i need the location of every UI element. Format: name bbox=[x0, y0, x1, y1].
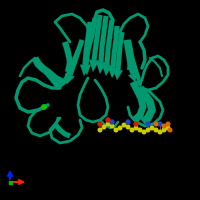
Circle shape bbox=[42, 105, 46, 109]
Polygon shape bbox=[113, 70, 123, 80]
Circle shape bbox=[122, 123, 126, 127]
Circle shape bbox=[110, 120, 114, 124]
Polygon shape bbox=[60, 78, 68, 88]
Circle shape bbox=[162, 128, 166, 132]
Polygon shape bbox=[89, 60, 99, 72]
Circle shape bbox=[150, 126, 154, 130]
Circle shape bbox=[168, 128, 172, 132]
Polygon shape bbox=[125, 39, 134, 70]
Polygon shape bbox=[124, 40, 135, 75]
Polygon shape bbox=[63, 49, 80, 81]
Polygon shape bbox=[128, 73, 138, 82]
Circle shape bbox=[166, 122, 170, 126]
Circle shape bbox=[142, 130, 146, 134]
Circle shape bbox=[166, 126, 170, 130]
Circle shape bbox=[134, 122, 138, 126]
Polygon shape bbox=[92, 15, 102, 60]
Circle shape bbox=[154, 128, 158, 132]
Circle shape bbox=[98, 122, 102, 126]
Polygon shape bbox=[53, 122, 71, 138]
Polygon shape bbox=[108, 68, 118, 78]
Circle shape bbox=[146, 122, 150, 126]
Circle shape bbox=[98, 128, 102, 132]
Circle shape bbox=[114, 128, 118, 132]
Circle shape bbox=[106, 118, 110, 122]
Polygon shape bbox=[81, 65, 91, 75]
Circle shape bbox=[130, 128, 134, 132]
Polygon shape bbox=[83, 22, 92, 65]
Circle shape bbox=[106, 122, 110, 126]
Circle shape bbox=[158, 122, 162, 126]
Polygon shape bbox=[68, 39, 84, 76]
Polygon shape bbox=[32, 56, 64, 85]
Bar bbox=[8, 180, 12, 184]
Circle shape bbox=[146, 128, 150, 132]
Circle shape bbox=[126, 120, 130, 124]
Polygon shape bbox=[102, 65, 112, 76]
Circle shape bbox=[162, 124, 166, 128]
Polygon shape bbox=[62, 41, 73, 73]
Polygon shape bbox=[128, 48, 141, 81]
Polygon shape bbox=[116, 32, 124, 70]
Polygon shape bbox=[105, 20, 114, 65]
Polygon shape bbox=[80, 65, 90, 76]
Polygon shape bbox=[99, 16, 108, 62]
Circle shape bbox=[154, 122, 158, 126]
Circle shape bbox=[158, 130, 162, 134]
Polygon shape bbox=[34, 58, 62, 90]
Polygon shape bbox=[65, 73, 75, 84]
Polygon shape bbox=[111, 26, 119, 68]
Circle shape bbox=[102, 125, 106, 129]
Polygon shape bbox=[96, 62, 106, 74]
Circle shape bbox=[138, 128, 142, 132]
Circle shape bbox=[110, 124, 114, 128]
Circle shape bbox=[118, 126, 122, 130]
Polygon shape bbox=[137, 86, 156, 125]
Polygon shape bbox=[135, 79, 143, 88]
Circle shape bbox=[134, 126, 138, 130]
Polygon shape bbox=[130, 80, 146, 122]
Circle shape bbox=[126, 125, 130, 129]
Polygon shape bbox=[84, 18, 97, 65]
